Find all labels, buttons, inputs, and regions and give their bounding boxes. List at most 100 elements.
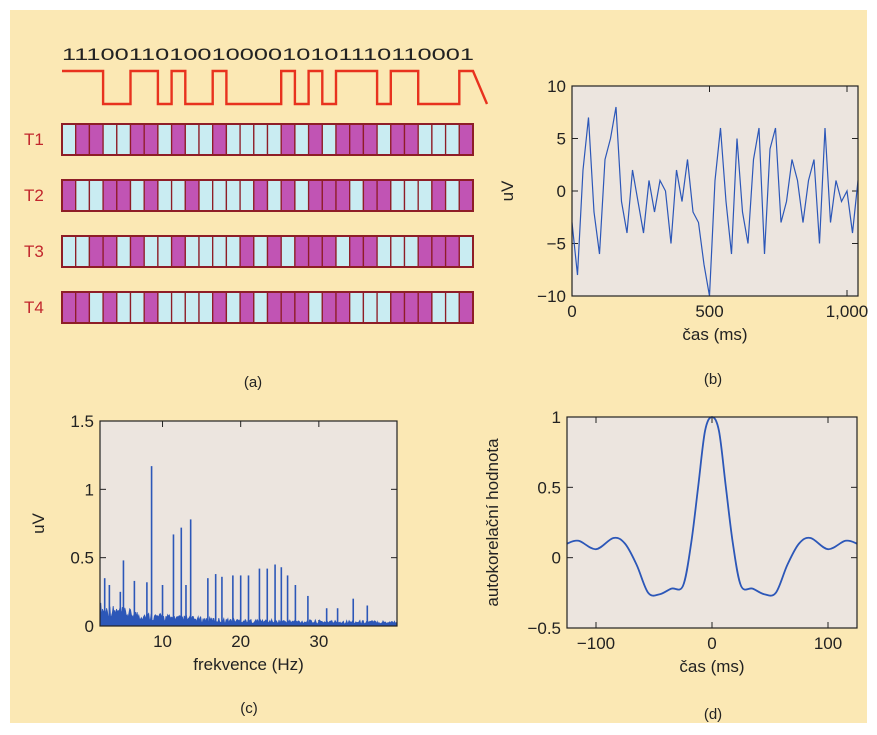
- spectrum-noise-floor: [99, 602, 398, 627]
- track-cell: [444, 123, 460, 156]
- bit-14: 0: [240, 45, 254, 64]
- track-cell: [266, 179, 282, 212]
- x-tick-label: 20: [231, 632, 250, 651]
- track-cell: [403, 123, 419, 156]
- track-cell: [116, 179, 132, 212]
- track-cell: [143, 179, 159, 212]
- track-cell: [116, 235, 132, 268]
- track-cell: [335, 291, 351, 324]
- bit-24: 0: [377, 45, 391, 64]
- y-axis-label: uV: [29, 512, 48, 533]
- bit-6: 1: [129, 45, 142, 64]
- track-cell: [376, 123, 392, 156]
- track-cell: [266, 123, 282, 156]
- track-cell: [362, 123, 378, 156]
- bit-12: 1: [212, 45, 226, 64]
- track-cell: [75, 123, 91, 156]
- bit-9: 1: [169, 45, 183, 64]
- y-tick-label: −5: [547, 235, 566, 254]
- track-cell: [266, 235, 282, 268]
- x-axis-label: čas (ms): [682, 325, 747, 344]
- track-t2: [61, 179, 474, 212]
- bit-10: 0: [183, 45, 197, 64]
- track-cell: [349, 179, 365, 212]
- x-tick-label: −100: [577, 634, 615, 653]
- x-tick-label: 30: [309, 632, 328, 651]
- track-cell: [458, 291, 474, 324]
- track-cell: [184, 179, 200, 212]
- bit-5: 0: [115, 45, 129, 64]
- x-tick-label: 1,000: [826, 302, 869, 321]
- track-cell: [75, 291, 91, 324]
- track-cell: [116, 123, 132, 156]
- track-border: [61, 291, 474, 324]
- track-cell: [294, 291, 310, 324]
- track-cell: [280, 235, 296, 268]
- track-cell: [212, 235, 228, 268]
- bit-30: 1: [460, 45, 474, 64]
- track-label-t3: T3: [24, 242, 44, 261]
- track-cell: [198, 291, 214, 324]
- panel-label-b: (b): [704, 371, 722, 388]
- track-cell: [102, 235, 118, 268]
- panel-b: 0 500 1,000 −10 −5 0 5 10 čas (ms) uV: [498, 77, 868, 344]
- track-cell: [198, 179, 214, 212]
- track-cell: [417, 123, 433, 156]
- y-tick-label: 1: [552, 408, 561, 427]
- track-cell: [184, 123, 200, 156]
- track-cell: [362, 291, 378, 324]
- track-cell: [225, 123, 241, 156]
- track-cell: [129, 291, 145, 324]
- track-cell: [294, 179, 310, 212]
- track-cell: [458, 235, 474, 268]
- track-cell: [349, 291, 365, 324]
- track-t3: [61, 235, 474, 268]
- bit-4: 0: [101, 45, 115, 64]
- track-cell: [431, 179, 447, 212]
- track-cell: [307, 291, 323, 324]
- track-cell: [61, 123, 77, 156]
- track-cell: [376, 179, 392, 212]
- bit-27: 0: [418, 45, 432, 64]
- track-cell: [170, 291, 186, 324]
- x-tick-label: 500: [695, 302, 723, 321]
- track-cell: [253, 291, 269, 324]
- bit-28: 0: [432, 45, 446, 64]
- track-cell: [390, 235, 406, 268]
- bit-25: 1: [391, 45, 404, 64]
- track-cell: [225, 235, 241, 268]
- plot-frame: [566, 416, 858, 629]
- track-cell: [390, 123, 406, 156]
- track-label-t1: T1: [24, 130, 44, 149]
- track-cell: [184, 235, 200, 268]
- y-tick-label: −10: [537, 287, 566, 306]
- track-cell: [321, 123, 337, 156]
- track-cell: [458, 123, 474, 156]
- track-t1: [61, 123, 474, 156]
- track-cell: [75, 179, 91, 212]
- track-cell: [212, 179, 228, 212]
- track-cell: [294, 235, 310, 268]
- track-cell: [239, 179, 255, 212]
- track-cell: [307, 235, 323, 268]
- track-cell: [431, 123, 447, 156]
- bit-3: 1: [86, 45, 100, 64]
- bit-22: 1: [351, 45, 364, 64]
- track-cell: [157, 291, 173, 324]
- y-tick-label: 0.5: [537, 478, 561, 497]
- bit-17: 1: [282, 45, 296, 64]
- track-cell: [75, 235, 91, 268]
- panel-c: 10 20 30 0 0.5 1 1.5 frekvence (Hz) uV: [29, 412, 398, 674]
- track-cell: [321, 179, 337, 212]
- track-label-t4: T4: [24, 298, 44, 317]
- track-t4: [61, 291, 474, 324]
- track-cell: [417, 179, 433, 212]
- track-border: [61, 179, 474, 212]
- x-axis-label: frekvence (Hz): [193, 655, 304, 674]
- track-cell: [239, 123, 255, 156]
- y-tick-label: 0: [552, 549, 561, 568]
- bit-18: 0: [296, 45, 310, 64]
- track-cell: [61, 291, 77, 324]
